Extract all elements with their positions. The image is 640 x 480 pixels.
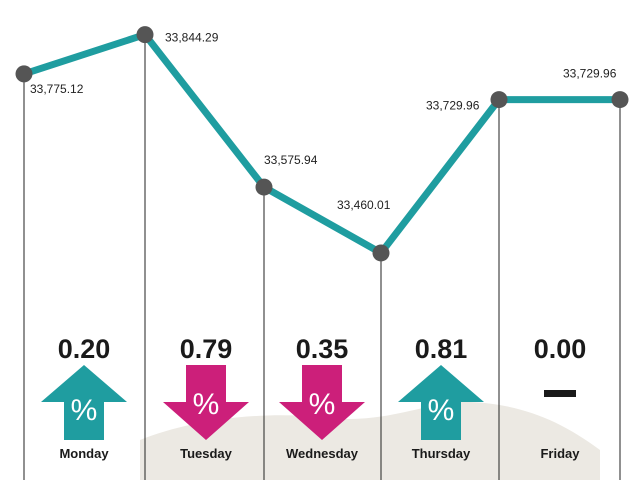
- data-point-3: [372, 244, 390, 262]
- percent-symbol-tuesday: %: [193, 388, 220, 421]
- value-label-0: 33,775.12: [30, 82, 84, 96]
- change-value-monday: 0.20: [58, 334, 111, 364]
- series-line-group: [20, 31, 624, 257]
- value-label-3: 33,460.01: [337, 198, 391, 212]
- change-friday: 0.00 Friday: [534, 334, 587, 461]
- change-monday: 0.20% Monday: [41, 334, 127, 461]
- day-label-tuesday: Tuesday: [180, 446, 233, 461]
- data-labels: 33,775.12 33,844.29 33,575.94 33,460.01 33,7…: [30, 31, 617, 212]
- arrow-up-icon: [398, 365, 484, 440]
- day-label-thursday: Thursday: [412, 446, 471, 461]
- percent-symbol-monday: %: [71, 394, 98, 427]
- flat-dash-icon: [544, 390, 576, 397]
- data-points: [15, 26, 629, 262]
- data-point-4: [490, 91, 508, 109]
- change-value-tuesday: 0.79: [180, 334, 233, 364]
- background-map: [140, 401, 600, 480]
- value-label-5: 33,729.96: [563, 67, 617, 81]
- change-value-wednesday: 0.35: [296, 334, 349, 364]
- day-label-monday: Monday: [59, 446, 109, 461]
- change-value-friday: 0.00: [534, 334, 587, 364]
- percent-symbol-thursday: %: [428, 394, 455, 427]
- value-label-1: 33,844.29: [165, 31, 219, 45]
- change-thursday: 0.81% Thursday: [398, 334, 484, 461]
- arrow-up-icon: [41, 365, 127, 440]
- data-point-5: [611, 91, 629, 109]
- value-label-4: 33,729.96: [426, 99, 480, 113]
- change-value-thursday: 0.81: [415, 334, 468, 364]
- grid-lines: [23, 34, 621, 480]
- data-point-2: [255, 178, 273, 196]
- change-tuesday: 0.79% Tuesday: [163, 334, 249, 461]
- arrow-down-icon: [163, 365, 249, 440]
- arrow-down-icon: [279, 365, 365, 440]
- map-island: [210, 450, 262, 463]
- percent-symbol-wednesday: %: [309, 388, 336, 421]
- change-wednesday: 0.35% Wednesday: [279, 334, 365, 461]
- day-label-friday: Friday: [540, 446, 580, 461]
- data-point-0: [15, 65, 33, 83]
- daily-change-panel: 0.20% Monday 0.79% Tuesday 0.35% Wednesday 0.8…: [41, 334, 586, 461]
- day-label-wednesday: Wednesday: [286, 446, 359, 461]
- series-line: [20, 31, 624, 257]
- data-point-1: [136, 26, 154, 44]
- value-label-2: 33,575.94: [264, 153, 318, 167]
